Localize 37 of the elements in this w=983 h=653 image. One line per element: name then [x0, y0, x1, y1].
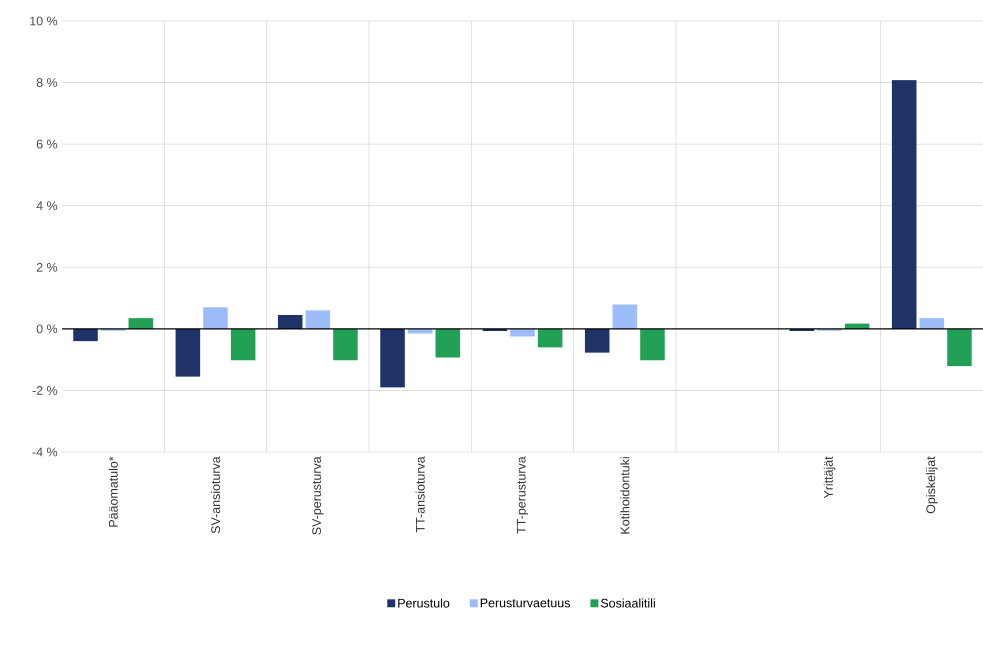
y-tick-label: -4 %	[32, 448, 58, 456]
x-tick-label: TT-ansioturva	[416, 456, 425, 532]
bar	[892, 80, 916, 329]
bar	[947, 328, 972, 366]
bar	[73, 328, 98, 342]
x-tick-label: SV-ansioturva	[210, 456, 220, 534]
bar	[510, 328, 535, 337]
bar	[436, 328, 460, 358]
bar	[538, 328, 562, 348]
legend-label: Perusturvaetuus	[480, 598, 570, 608]
x-tick-label: Kotihoidontuki	[620, 457, 630, 534]
bar	[128, 318, 154, 329]
legend-label: Perustulo	[398, 598, 450, 608]
bar	[584, 328, 610, 353]
y-tick-label: 6 %	[36, 140, 58, 149]
y-tick-label: 4 %	[36, 201, 58, 210]
bar	[230, 328, 256, 360]
bar	[333, 328, 358, 360]
bar	[920, 318, 944, 329]
x-tick-label: Opiskelijat	[926, 456, 938, 514]
bar	[278, 315, 302, 329]
x-tick-label: Yrittäjät	[824, 456, 836, 498]
bar	[640, 328, 665, 360]
x-tick-label: Pääomatulo*	[108, 456, 118, 527]
legend-label: Sosiaalitili	[600, 598, 655, 608]
y-tick-label: 2 %	[36, 262, 58, 272]
y-tick-label: -2 %	[32, 386, 58, 395]
x-tick-label: SV-perusturva	[312, 456, 324, 535]
bar	[612, 304, 638, 329]
y-tick-label: 10 %	[30, 16, 58, 26]
x-tick-label: TT-perusturva	[516, 456, 528, 534]
bar	[380, 328, 405, 388]
bar	[176, 328, 200, 377]
y-tick-label: 8 %	[36, 78, 58, 87]
bar	[306, 310, 330, 329]
bar	[203, 307, 228, 329]
y-tick-label: 0 %	[36, 324, 58, 334]
